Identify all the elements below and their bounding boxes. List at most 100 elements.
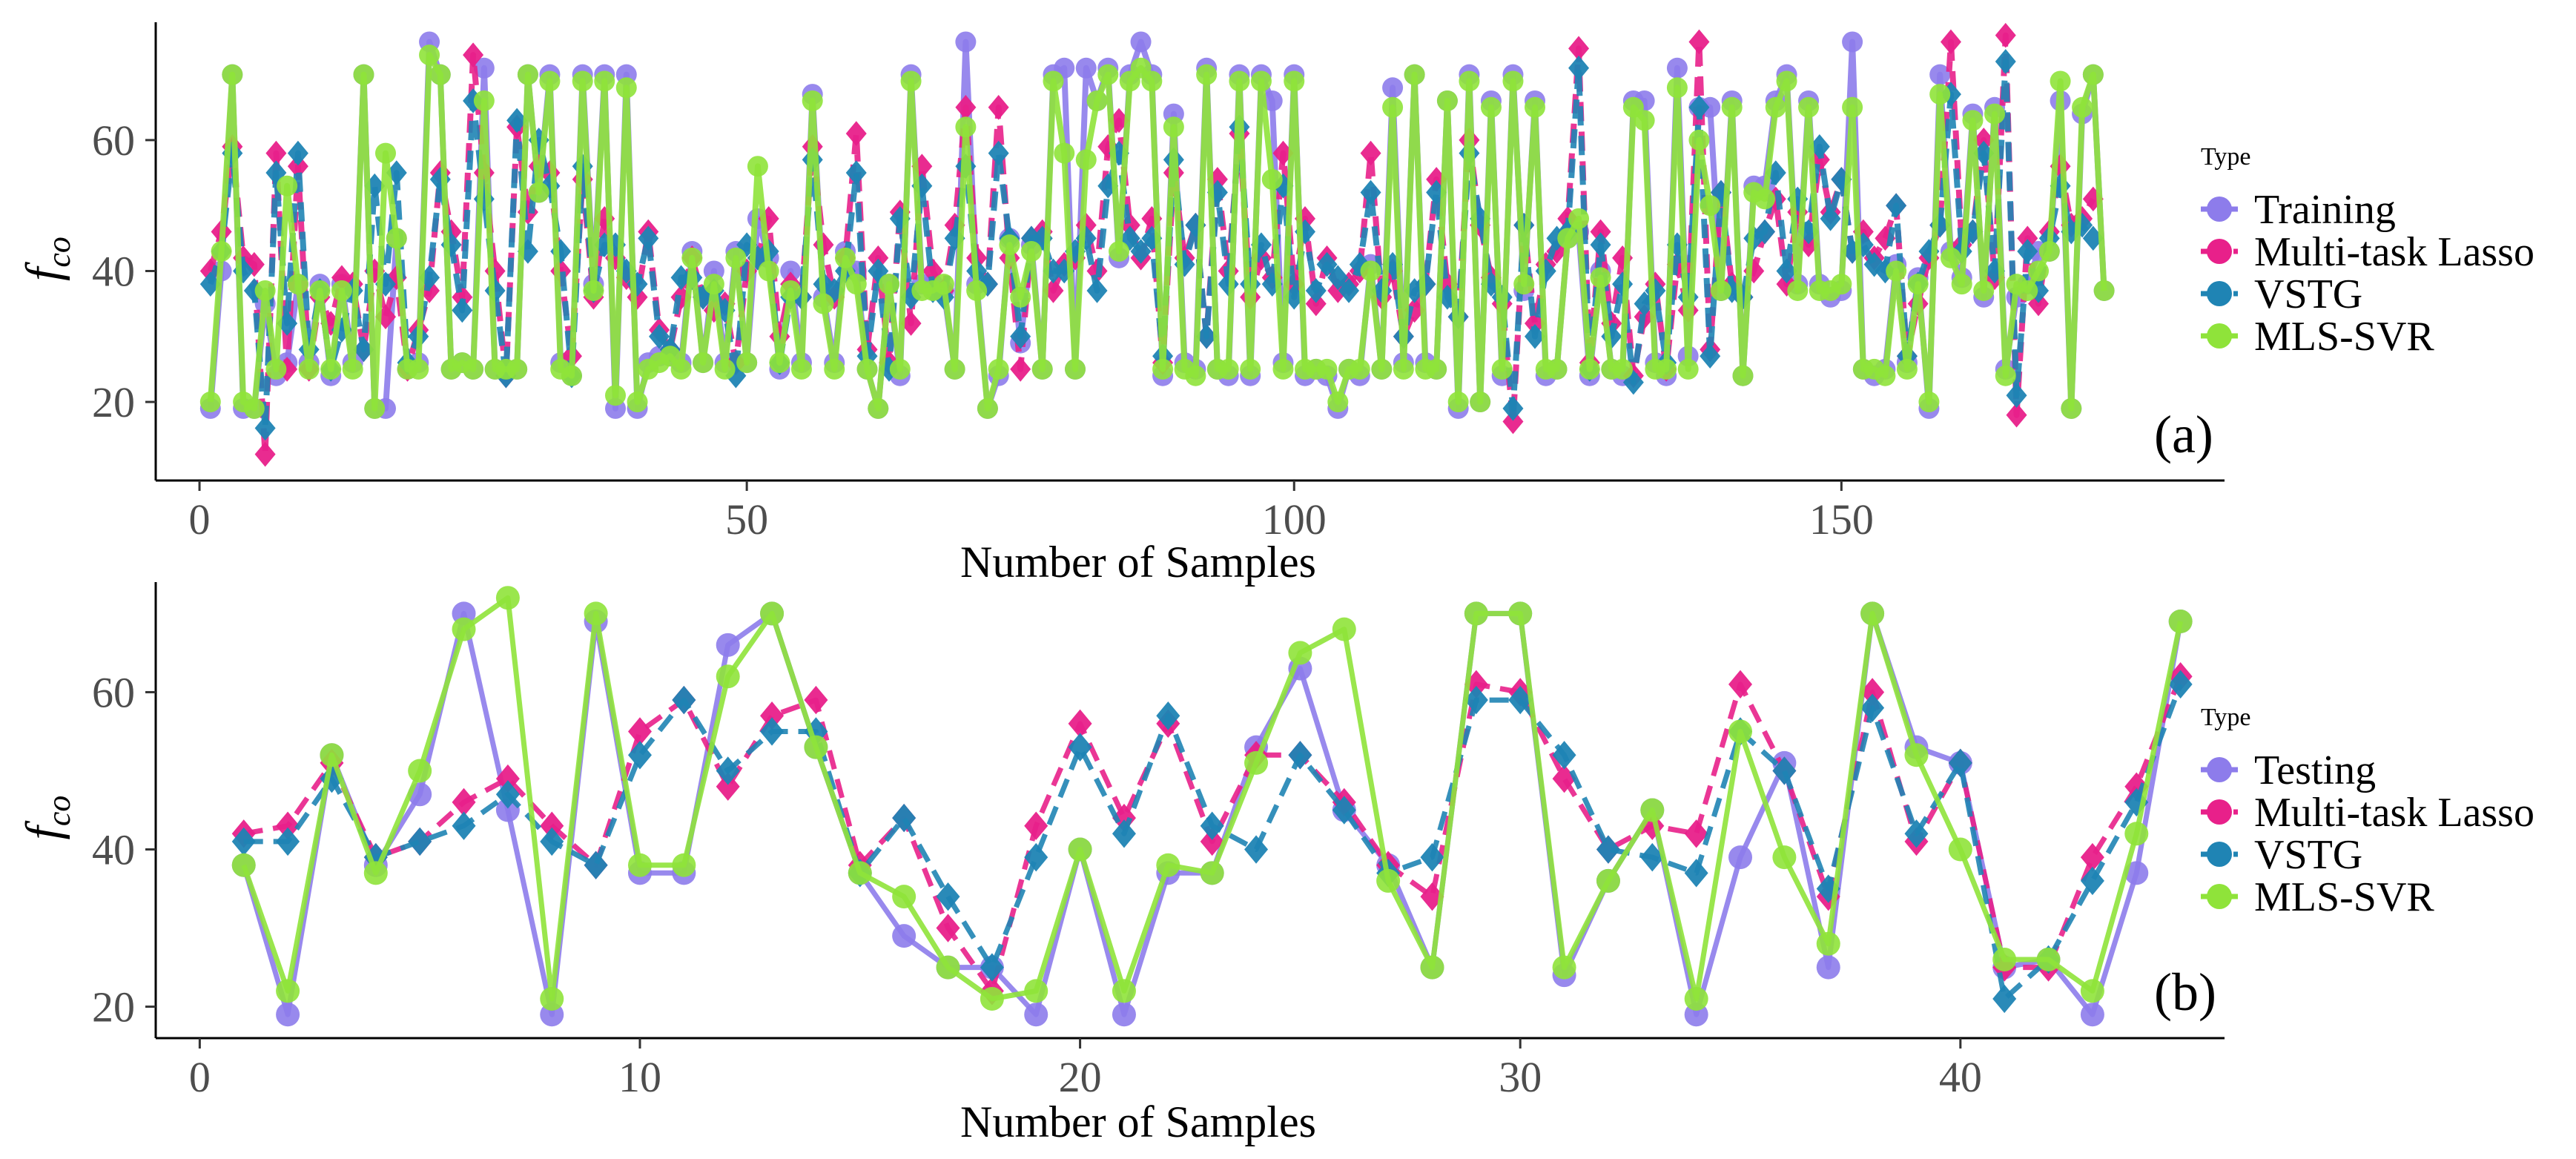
data-point <box>736 352 758 374</box>
data-point <box>265 160 287 185</box>
data-point <box>1109 241 1130 262</box>
data-point <box>1086 90 1108 111</box>
data-point <box>1010 286 1031 308</box>
data-point <box>1579 358 1600 380</box>
data-point <box>845 274 867 295</box>
data-point <box>1156 701 1180 730</box>
data-point <box>1684 986 1708 1011</box>
data-point <box>419 44 440 66</box>
legend-label: Testing <box>2254 747 2376 793</box>
panel-label: (a) <box>2154 405 2213 464</box>
data-point <box>1666 77 1688 99</box>
x-tick-label: 40 <box>1939 1053 1982 1101</box>
y-tick-label: 20 <box>92 983 135 1031</box>
data-point <box>758 206 779 231</box>
data-point <box>672 685 696 715</box>
data-point <box>638 225 659 251</box>
data-point <box>1240 358 1261 380</box>
data-point <box>2124 861 2149 885</box>
data-point <box>1973 128 1995 153</box>
data-point <box>1776 258 1797 284</box>
data-point <box>277 175 298 197</box>
data-point <box>813 293 834 314</box>
data-point <box>2124 822 2149 846</box>
data-point <box>1860 678 1885 707</box>
data-point <box>980 986 1004 1011</box>
data-point <box>760 701 785 730</box>
data-point <box>1820 206 1841 231</box>
data-point <box>856 358 878 380</box>
data-point <box>473 90 495 111</box>
y-axis-title-sub: co <box>41 796 77 827</box>
data-point <box>342 358 363 380</box>
legend-label: VSTG <box>2254 832 2362 878</box>
data-point <box>463 358 484 380</box>
data-point <box>627 741 652 770</box>
data-point <box>2080 979 2104 1003</box>
data-point <box>1112 819 1136 848</box>
series-mls-svr <box>199 44 2115 419</box>
data-point <box>309 280 331 301</box>
data-point <box>1075 149 1097 171</box>
x-tick-label: 10 <box>618 1053 661 1101</box>
data-point <box>936 955 960 980</box>
data-point <box>1284 70 1305 92</box>
data-point <box>473 57 495 79</box>
data-point <box>1480 96 1502 118</box>
data-point <box>1043 278 1064 303</box>
data-point <box>1376 868 1401 893</box>
data-point <box>1710 280 1731 301</box>
data-point <box>2038 241 2060 262</box>
data-point <box>1068 733 1092 762</box>
data-point <box>1765 96 1786 118</box>
data-point <box>1024 811 1048 840</box>
x-tick-label: 100 <box>1262 495 1327 544</box>
data-point <box>955 31 977 53</box>
data-point <box>780 260 802 282</box>
legend-label: Multi-task Lasso <box>2254 229 2534 275</box>
data-point <box>1772 756 1797 785</box>
data-point <box>2050 70 2071 92</box>
data-point <box>1141 70 1163 92</box>
data-point <box>716 664 740 689</box>
data-point <box>1666 57 1688 79</box>
data-point <box>1349 358 1370 380</box>
data-point <box>254 441 276 467</box>
data-point <box>1305 291 1327 317</box>
data-point <box>199 392 221 413</box>
data-point <box>495 780 520 809</box>
data-point <box>1112 803 1136 833</box>
data-point <box>1244 750 1269 775</box>
data-point <box>1288 741 1312 770</box>
data-point <box>670 358 692 380</box>
data-point <box>1552 741 1576 770</box>
data-point <box>276 827 300 856</box>
legend-key-marker <box>2207 799 2232 825</box>
data-point <box>1068 837 1092 862</box>
data-point <box>936 914 960 942</box>
data-point <box>452 617 476 641</box>
data-point <box>1700 343 1721 369</box>
data-point <box>1109 108 1130 133</box>
data-point <box>627 392 648 413</box>
data-point <box>1250 70 1272 92</box>
series-line <box>207 52 2107 412</box>
data-point <box>528 182 549 203</box>
data-point <box>1332 617 1356 641</box>
data-point <box>584 851 608 879</box>
data-point <box>1907 274 1929 295</box>
legend-item: VSTG <box>2201 832 2362 878</box>
data-point <box>386 228 407 249</box>
data-point <box>222 64 243 85</box>
data-point <box>1772 845 1797 870</box>
data-point <box>1525 323 1545 349</box>
panel-b: 0 10 20 30 40 20 40 60 Number of Samples fco (b) Ty… <box>16 582 2534 1146</box>
y-tick-label: 60 <box>92 668 135 716</box>
data-point <box>1404 64 1425 85</box>
data-point <box>1590 219 1611 245</box>
data-point <box>1728 845 1753 870</box>
data-point <box>1010 357 1031 382</box>
panel-a: 0 50 100 150 20 40 60 Number of Samples fco (a) Ty… <box>16 22 2534 587</box>
data-point <box>1382 96 1404 118</box>
data-point <box>583 280 604 301</box>
